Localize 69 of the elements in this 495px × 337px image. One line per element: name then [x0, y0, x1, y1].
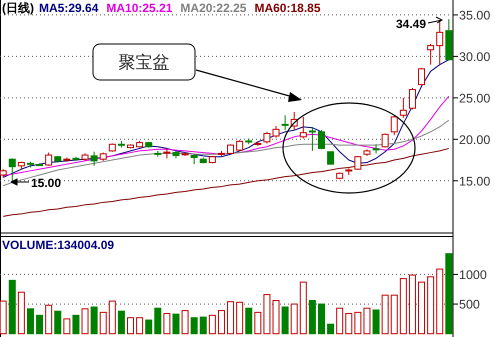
bar: [372, 309, 380, 334]
line-series: [2, 120, 450, 186]
bar: [127, 317, 134, 334]
bar: [436, 268, 444, 334]
bar: [272, 300, 280, 334]
bar: [82, 308, 89, 334]
bar: [390, 294, 398, 334]
annotation: 聚宝盆: [118, 53, 170, 73]
bar: [318, 304, 325, 334]
bar: [136, 317, 144, 334]
bar: [227, 301, 234, 334]
y-tick-label: 20.00: [459, 132, 490, 147]
bar: [418, 282, 426, 334]
bar: [445, 253, 452, 334]
bar: [8, 280, 16, 334]
annotation: 34.49: [396, 17, 426, 31]
bar: [54, 310, 62, 334]
bar: [118, 310, 125, 334]
y-tick-label: 30.00: [459, 50, 490, 64]
bar: [108, 300, 116, 334]
y-tick-label: 1000: [459, 268, 487, 282]
bar: [363, 308, 370, 334]
bar: [90, 306, 98, 334]
bar: [36, 314, 44, 334]
bar: [45, 304, 52, 334]
bar: [26, 308, 34, 334]
bar: [354, 312, 362, 334]
bar: [163, 313, 170, 334]
bar: [254, 312, 262, 334]
bar: [408, 274, 416, 334]
bar: [63, 318, 70, 334]
text: MA20:22.25: [180, 1, 247, 15]
bar: [345, 313, 352, 334]
bar: [327, 324, 334, 334]
bar: [100, 312, 107, 334]
bar: [200, 316, 207, 334]
bar: [245, 308, 252, 334]
bar: [290, 304, 298, 334]
annotation: 15.00: [31, 176, 62, 190]
bar: [182, 310, 189, 334]
bar: [336, 308, 344, 334]
bar: [172, 314, 180, 334]
y-tick-label: 35.00: [459, 8, 490, 22]
bar: [218, 310, 225, 334]
bar: [236, 302, 244, 334]
annotation: VOLUME:134004.09: [2, 238, 114, 252]
text: MA60:18.85: [254, 1, 321, 15]
line-series: [2, 148, 450, 217]
bar: [0, 300, 7, 334]
bar: [400, 278, 407, 334]
bar: [427, 276, 434, 334]
bar: [308, 300, 316, 334]
y-tick-label: 500: [459, 298, 480, 312]
y-tick-label: 25.00: [459, 91, 490, 106]
chart-title: (日线): [2, 1, 34, 15]
bar: [145, 320, 152, 334]
text: MA5:29.64: [39, 1, 99, 15]
bar: [190, 317, 198, 334]
bar: [72, 314, 80, 334]
bar: [382, 294, 389, 334]
bar: [300, 282, 307, 334]
bar: [263, 294, 270, 334]
bar: [208, 314, 216, 334]
callout: 聚宝盆: [92, 44, 196, 80]
bar: [282, 306, 289, 334]
bar: [154, 308, 162, 334]
text: MA10:25.21: [106, 1, 173, 15]
bar: [18, 292, 25, 334]
y-tick-label: 15.00: [459, 174, 490, 188]
